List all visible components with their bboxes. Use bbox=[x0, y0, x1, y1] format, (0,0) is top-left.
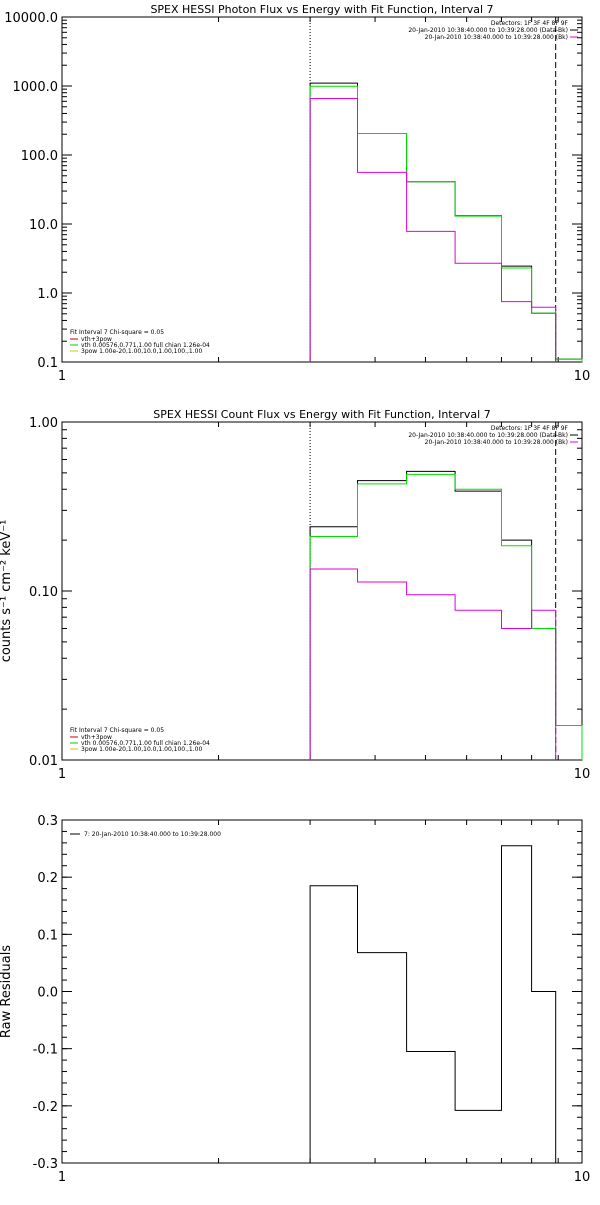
header-line: 20-Jan-2010 10:38:40.000 to 10:39:28.000… bbox=[425, 34, 568, 41]
y-tick-label: -0.3 bbox=[33, 1157, 58, 1172]
legend-label: vth 0.00576,0.771,1.00 full chian 1.26e-… bbox=[81, 342, 210, 349]
y-tick-label: 0.2 bbox=[37, 871, 58, 886]
series-step-line-2 bbox=[309, 85, 583, 362]
legend-label: vth+3pow bbox=[81, 336, 112, 343]
header-line: 20-Jan-2010 10:38:40.000 to 10:39:28.000… bbox=[425, 439, 568, 446]
series-step-line-3 bbox=[309, 98, 557, 362]
header-line: 20-Jan-2010 10:38:40.000 to 10:39:28.000… bbox=[408, 432, 568, 439]
plot-frame bbox=[61, 16, 583, 363]
series-step-line-1 bbox=[309, 82, 583, 362]
legend-label: 3pow 1.00e-20,1.00,10.0,1.00,100.,1.00 bbox=[81, 348, 202, 355]
legend-title: Fit Interval 7 Chi-square = 0.05 bbox=[70, 727, 164, 734]
x-tick-label: 10 bbox=[574, 1170, 591, 1185]
header-line: Detectors: 1F 3F 4F 8F 9F bbox=[491, 20, 569, 27]
x-tick-label: 10 bbox=[574, 369, 591, 384]
plot-frame bbox=[61, 421, 583, 761]
y-tick-label: 0.10 bbox=[29, 585, 58, 600]
chart-title: SPEX HESSI Count Flux vs Energy with Fit… bbox=[153, 408, 490, 421]
chart-panel-2: SPEX HESSI Count Flux vs Energy with Fit… bbox=[0, 408, 590, 782]
series-step-line-1 bbox=[309, 470, 583, 760]
y-tick-label: 10.0 bbox=[29, 218, 58, 233]
chart-title: SPEX HESSI Photon Flux vs Energy with Fi… bbox=[150, 3, 493, 16]
series-step-line-2 bbox=[309, 473, 583, 760]
y-tick-label: 0.01 bbox=[29, 754, 58, 769]
y-tick-label: 1.00 bbox=[29, 416, 58, 431]
x-tick-label: 1 bbox=[58, 369, 66, 384]
y-tick-label: 1000.0 bbox=[13, 80, 59, 95]
series-step-line-1 bbox=[309, 845, 557, 1163]
x-tick-label: 1 bbox=[58, 1170, 66, 1185]
y-tick-label: 0.0 bbox=[37, 986, 58, 1001]
chart-panel-3: 1 10 -0.3 -0.2 -0.1 0.0 0.1 0.2 0.3 Raw Residuals… bbox=[0, 814, 590, 1185]
y-tick-label: 10000.0 bbox=[4, 11, 58, 26]
y-axis-label: counts s⁻¹ cm⁻² keV⁻¹ bbox=[0, 520, 14, 663]
y-tick-label: 100.0 bbox=[21, 149, 58, 164]
x-tick-label: 10 bbox=[574, 767, 591, 782]
y-tick-label: 0.1 bbox=[37, 356, 58, 371]
y-tick-label: -0.1 bbox=[33, 1043, 58, 1058]
plot-frame bbox=[61, 819, 583, 1164]
legend-label: vth+3pow bbox=[81, 734, 112, 741]
y-tick-label: -0.2 bbox=[33, 1100, 58, 1115]
legend-title: Fit Interval 7 Chi-square = 0.05 bbox=[70, 329, 164, 336]
chart-panel-1: SPEX HESSI Photon Flux vs Energy with Fi… bbox=[4, 3, 590, 384]
series-step-line-3 bbox=[309, 568, 557, 760]
y-tick-label: 0.1 bbox=[37, 928, 58, 943]
y-tick-label: 0.3 bbox=[37, 814, 58, 829]
header-line: 20-Jan-2010 10:38:40.000 to 10:39:28.000… bbox=[408, 27, 568, 34]
legend-label: 3pow 1.00e-20,1.00,10.0,1.00,100.,1.00 bbox=[81, 746, 202, 753]
y-tick-label: 1.0 bbox=[37, 287, 58, 302]
x-tick-label: 1 bbox=[58, 767, 66, 782]
y-axis-label: Raw Residuals bbox=[0, 945, 14, 1038]
legend-label: 7: 20-Jan-2010 10:38:40.000 to 10:39:28.… bbox=[84, 831, 221, 838]
header-line: Detectors: 1F 3F 4F 8F 9F bbox=[491, 425, 569, 432]
legend-label: vth 0.00576,0.771,1.00 full chian 1.26e-… bbox=[81, 740, 210, 747]
